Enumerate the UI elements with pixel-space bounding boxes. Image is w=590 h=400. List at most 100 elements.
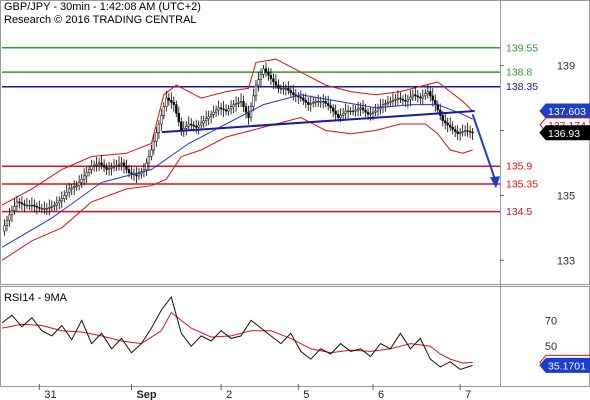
candle-body: [359, 107, 362, 110]
candle-body: [172, 102, 175, 105]
candle-body: [314, 101, 317, 103]
candle-body: [48, 207, 51, 209]
x-tick-label-31: 31: [44, 389, 56, 400]
candle-body: [391, 99, 395, 102]
candle-body: [127, 169, 131, 173]
candle-body: [97, 162, 101, 165]
candle-body: [429, 91, 432, 97]
candle-body: [43, 208, 46, 210]
candle-body: [122, 162, 126, 167]
candle-body: [50, 205, 53, 208]
candle-body: [167, 97, 170, 101]
candle-body: [20, 202, 24, 205]
candle-body: [73, 186, 76, 189]
candle-body: [406, 98, 410, 102]
candle-body: [92, 164, 96, 167]
chart-header-title: GBP/JPY - 30min - 1:42:08 AM (UTC+2): [4, 1, 201, 13]
candle-body: [371, 111, 375, 114]
candle-body: [107, 168, 111, 170]
candle-body: [60, 198, 63, 202]
candle-body: [152, 141, 156, 151]
candle-body: [212, 111, 215, 115]
chart-header-copyright: Research © 2016 TRADING CENTRAL: [4, 14, 197, 26]
candle-body: [424, 93, 427, 97]
lower-band-line: [1, 116, 473, 261]
candle-body: [262, 68, 265, 75]
price-tag-137.603-bg: [539, 103, 590, 119]
candle-body: [307, 102, 310, 105]
candle-body: [264, 68, 268, 73]
level-label-139.55: 139.55: [506, 42, 538, 54]
candle-body: [416, 95, 419, 98]
candle-body: [451, 127, 454, 130]
candle-body: [277, 84, 280, 89]
moving-average-line: [1, 94, 473, 248]
upper-band-line: [1, 58, 473, 206]
candle-body: [239, 101, 243, 103]
candle-body: [332, 107, 335, 112]
level-label-138.35: 138.35: [506, 81, 538, 93]
candle-body: [58, 200, 61, 204]
price-tag-136.93: 136.93: [548, 128, 580, 140]
candle-body: [468, 131, 472, 133]
support-trendline: [161, 110, 475, 134]
level-label-135.9: 135.9: [506, 161, 532, 173]
candle-body: [227, 108, 230, 112]
candle-body: [177, 112, 180, 123]
candle-body: [217, 107, 220, 111]
candle-body: [105, 167, 108, 170]
candle-body: [344, 110, 347, 114]
candle-body: [78, 182, 81, 186]
candle-body: [287, 88, 290, 91]
candle-body: [436, 104, 439, 111]
candle-body: [28, 204, 31, 207]
x-tick-label-Sep: Sep: [136, 389, 156, 400]
candle-body: [25, 204, 29, 207]
candle-body: [466, 130, 469, 132]
candle-body: [381, 104, 385, 107]
candle-body: [364, 109, 367, 113]
candle-body: [68, 188, 71, 193]
candle-body: [38, 207, 41, 209]
rsi-tick-label-70: 70: [545, 315, 557, 327]
candle-body: [421, 95, 424, 99]
candle-body: [317, 101, 320, 103]
forecast-arrow-shaft: [471, 113, 496, 180]
candle-body: [207, 116, 210, 119]
candle-body: [329, 105, 332, 109]
rsi-tag-35.1701: 35.1701: [548, 360, 586, 372]
candle-body: [13, 205, 16, 211]
candle-body: [337, 114, 340, 118]
candle-body: [160, 115, 163, 125]
candle-body: [356, 108, 360, 111]
candle-body: [292, 92, 295, 96]
candle-body: [389, 101, 392, 103]
candle-body: [426, 91, 429, 95]
candle-body: [102, 164, 106, 168]
candle-body: [394, 98, 397, 101]
candle-body: [137, 173, 141, 177]
candle-body: [190, 123, 193, 126]
candle-body: [53, 204, 56, 207]
candle-body: [456, 131, 459, 135]
candle-body: [202, 120, 205, 124]
level-label-135.35: 135.35: [506, 179, 538, 191]
candle-body: [341, 112, 345, 116]
candle-body: [187, 123, 190, 127]
candle-body: [267, 71, 270, 76]
candle-body: [180, 121, 183, 131]
candle-body: [224, 109, 228, 112]
candle-body: [431, 95, 434, 101]
price-tag-137.603: 137.603: [548, 106, 586, 118]
candle-body: [45, 208, 48, 210]
candle-body: [170, 99, 173, 103]
candle-body: [130, 172, 133, 175]
candle-body: [15, 201, 19, 207]
candle-body: [70, 187, 73, 190]
candle-body: [10, 210, 14, 216]
candle-body: [346, 110, 350, 113]
candle-body: [304, 99, 307, 103]
candle-body: [210, 114, 213, 117]
candle-body: [454, 129, 457, 132]
